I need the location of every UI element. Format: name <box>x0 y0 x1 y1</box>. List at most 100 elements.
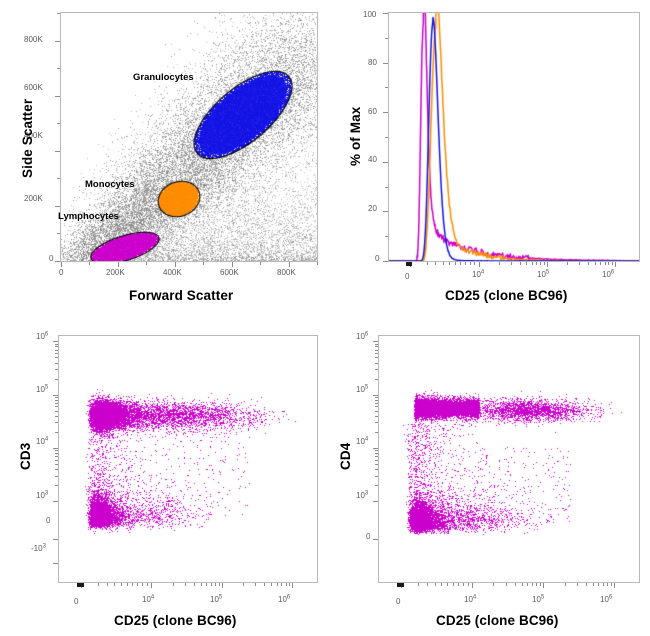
cd4-ytick-0: 0 <box>366 532 371 541</box>
axis-tick <box>289 583 290 586</box>
axis-tick <box>55 456 58 457</box>
axis-tick <box>614 583 615 588</box>
axis-tick <box>418 583 419 586</box>
axis-tick <box>57 13 60 14</box>
axis-tick <box>55 453 58 454</box>
axis-tick <box>373 395 378 396</box>
axis-tick <box>479 262 480 267</box>
histogram-xtick-2: 105 <box>537 269 550 279</box>
axis-tick <box>255 583 256 586</box>
axis-tick <box>383 261 388 262</box>
histogram-ytick-3: 60 <box>368 107 377 116</box>
cd3-plot-canvas <box>59 336 317 582</box>
scatter-ytick-4: 800K <box>24 35 43 44</box>
histogram-ytick-2: 40 <box>368 155 377 164</box>
axis-tick <box>383 112 388 113</box>
axis-tick <box>532 583 533 586</box>
axis-tick <box>520 262 521 265</box>
axis-tick <box>55 403 58 404</box>
axis-tick <box>173 583 174 586</box>
axis-tick <box>373 501 378 502</box>
histogram-xtick-3: 106 <box>602 269 615 279</box>
axis-tick <box>147 583 148 586</box>
axis-tick <box>375 460 378 461</box>
axis-tick <box>55 400 58 401</box>
axis-tick <box>55 151 60 152</box>
histogram-yaxis-label: % of Max <box>348 106 363 166</box>
scatter-ytick-1: 200K <box>24 194 43 203</box>
axis-tick <box>526 262 527 265</box>
axis-tick <box>447 583 448 586</box>
axis-tick <box>375 400 378 401</box>
axis-tick <box>53 341 58 342</box>
cd3-panel: 106 105 104 103 0 -103 0 104 105 106 CD2… <box>0 320 330 636</box>
axis-tick <box>55 41 60 42</box>
axis-tick <box>565 583 566 586</box>
axis-tick <box>522 583 523 586</box>
axis-tick <box>427 262 428 265</box>
axis-tick <box>286 583 287 586</box>
axis-tick <box>89 262 90 265</box>
axis-tick <box>375 464 378 465</box>
axis-tick <box>540 262 541 265</box>
axis-tick <box>460 262 461 265</box>
axis-tick <box>373 448 378 449</box>
axis-tick <box>146 262 147 265</box>
axis-tick <box>474 262 475 265</box>
axis-tick <box>98 583 99 586</box>
scatter-panel: 800K 600K 400K 200K 0 0 200K 400K 600K 8… <box>0 0 330 310</box>
axis-tick <box>375 422 378 423</box>
axis-tick <box>53 539 58 540</box>
axis-tick <box>114 583 115 586</box>
axis-tick <box>118 262 119 267</box>
axis-tick <box>544 262 545 265</box>
scatter-xtick-2: 400K <box>163 268 182 277</box>
axis-tick <box>383 13 388 14</box>
axis-zero-marker <box>406 262 413 266</box>
cd3-xtick-2: 105 <box>210 594 223 604</box>
axis-tick <box>375 416 378 417</box>
axis-tick <box>55 432 58 433</box>
scatter-xaxis-label: Forward Scatter <box>129 288 234 303</box>
histogram-ytick-0: 0 <box>375 254 380 263</box>
axis-tick <box>455 262 456 265</box>
axis-tick <box>567 262 568 265</box>
cd3-ytick-5: 106 <box>36 331 49 341</box>
axis-tick <box>586 583 587 586</box>
axis-tick <box>292 583 293 588</box>
scatter-ytick-2: 400K <box>24 131 43 140</box>
scatter-plot-canvas <box>61 13 317 261</box>
cd3-ytick-3: 104 <box>36 436 49 446</box>
axis-tick <box>53 448 58 449</box>
axis-tick <box>132 583 133 586</box>
axis-tick <box>55 350 58 351</box>
cd3-xtick-0: 0 <box>74 597 79 606</box>
cd3-ytick-1: 0 <box>46 516 51 525</box>
histogram-xaxis-label: CD25 (clone BC96) <box>445 288 568 303</box>
axis-tick <box>385 87 388 88</box>
axis-tick <box>532 262 533 265</box>
axis-tick <box>55 397 58 398</box>
axis-tick <box>375 357 378 358</box>
axis-tick <box>385 137 388 138</box>
axis-tick <box>53 501 58 502</box>
axis-tick <box>506 583 507 586</box>
gate-label-granulocytes: Granulocytes <box>133 72 194 83</box>
axis-tick <box>277 583 278 586</box>
axis-tick <box>453 583 454 586</box>
cd4-plot-canvas <box>379 336 639 582</box>
axis-tick <box>536 583 537 586</box>
axis-tick <box>219 583 220 586</box>
axis-tick <box>142 583 143 586</box>
axis-tick <box>271 583 272 586</box>
axis-tick <box>608 262 609 265</box>
axis-tick <box>441 583 442 586</box>
axis-tick <box>465 262 466 265</box>
cd4-xtick-2: 105 <box>532 594 545 604</box>
axis-tick <box>375 406 378 407</box>
axis-tick <box>55 369 58 370</box>
axis-tick <box>55 411 58 412</box>
axis-tick <box>612 262 613 265</box>
axis-tick <box>55 206 60 207</box>
axis-tick <box>435 262 436 265</box>
